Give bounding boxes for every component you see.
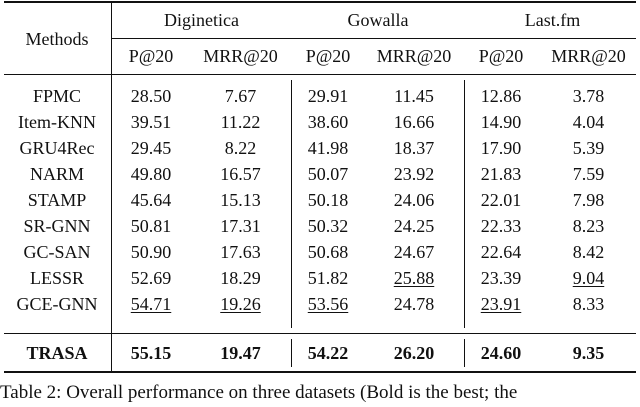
table-cell: 49.80 [130, 164, 172, 184]
table-cell: 8.33 [572, 294, 605, 314]
table-cell: 7.67 [224, 86, 257, 106]
method-name: NARM [29, 164, 84, 184]
table-cell: 55.15 [130, 343, 172, 363]
table-cell: 54.71 [130, 294, 172, 314]
table-cell: 24.25 [393, 216, 435, 236]
metric-header: P@20 [305, 46, 351, 66]
table-cell: 25.88 [393, 268, 435, 288]
group-divider-2 [464, 80, 465, 328]
group-divider-2b [464, 339, 465, 367]
header-rule [4, 74, 636, 75]
metric-header: P@20 [128, 46, 174, 66]
table-cell: 52.69 [130, 268, 172, 288]
dataset-header-gowalla: Gowalla [347, 10, 409, 30]
table-cell: 50.32 [307, 216, 349, 236]
table-cell: 7.98 [572, 190, 605, 210]
table-cell: 53.56 [307, 294, 349, 314]
table-cell: 50.90 [130, 242, 172, 262]
table-cell: 50.68 [307, 242, 349, 262]
table-cell: 39.51 [130, 112, 172, 132]
bottom-rule [4, 371, 636, 373]
table-cell: 29.91 [307, 86, 349, 106]
table-cell: 26.20 [393, 343, 435, 363]
table-cell: 29.45 [130, 138, 172, 158]
table-cell: 8.42 [572, 242, 605, 262]
metric-header: MRR@20 [376, 46, 452, 66]
table-cell: 11.22 [220, 112, 261, 132]
table-cell: 50.18 [307, 190, 349, 210]
table-cell: 5.39 [572, 138, 605, 158]
method-name: FPMC [32, 86, 82, 106]
summary-rule [4, 333, 636, 334]
table-cell: 17.63 [220, 242, 261, 262]
subheader-rule [112, 38, 636, 39]
table-cell: 24.78 [393, 294, 435, 314]
table-cell: 24.67 [393, 242, 435, 262]
table-cell: 23.91 [480, 294, 522, 314]
group-divider-1 [291, 80, 292, 328]
methods-divider [111, 1, 112, 373]
table-cell: 17.90 [480, 138, 522, 158]
table-cell: 50.07 [307, 164, 349, 184]
table-cell: 23.39 [480, 268, 522, 288]
methods-header: Methods [25, 29, 89, 49]
table-cell: 17.31 [220, 216, 261, 236]
table-cell: 28.50 [130, 86, 172, 106]
table-cell: 19.47 [220, 343, 261, 363]
dataset-header-lastfm: Last.fm [524, 10, 581, 30]
table-cell: 22.33 [480, 216, 522, 236]
metric-header: P@20 [478, 46, 524, 66]
dataset-header-diginetica: Diginetica [164, 10, 239, 30]
method-name: LESSR [29, 268, 85, 288]
table-cell: 8.22 [224, 138, 257, 158]
table-cell: 22.64 [480, 242, 522, 262]
method-name: GC-SAN [23, 242, 91, 262]
group-divider-1b [291, 339, 292, 367]
table-cell: 24.06 [393, 190, 435, 210]
table-cell: 54.22 [307, 343, 349, 363]
table-cell: 12.86 [480, 86, 522, 106]
method-name: Item-KNN [18, 112, 96, 132]
table-cell: 8.23 [572, 216, 605, 236]
table-cell: 11.45 [394, 86, 434, 106]
table-cell: 38.60 [307, 112, 349, 132]
table-cell: 3.78 [572, 86, 605, 106]
table-cell: 45.64 [130, 190, 172, 210]
table-cell: 16.57 [220, 164, 261, 184]
table-cell: 15.13 [220, 190, 261, 210]
table-cell: 16.66 [393, 112, 435, 132]
table-cell: 50.81 [130, 216, 172, 236]
table-cell: 18.29 [220, 268, 261, 288]
table-caption: Table 2: Overall performance on three da… [0, 382, 518, 403]
metric-header: MRR@20 [203, 46, 278, 66]
table-cell: 9.04 [572, 268, 605, 288]
metric-header: MRR@20 [551, 46, 626, 66]
method-name: STAMP [27, 190, 87, 210]
table-cell: 7.59 [572, 164, 605, 184]
table-cell: 23.92 [393, 164, 435, 184]
table-cell: 51.82 [307, 268, 349, 288]
table-cell: 19.26 [220, 294, 261, 314]
method-name: TRASA [26, 343, 88, 363]
table-cell: 4.04 [572, 112, 605, 132]
method-name: GRU4Rec [19, 138, 95, 158]
method-name: GCE-GNN [16, 294, 98, 314]
top-rule [4, 1, 636, 3]
method-name: SR-GNN [23, 216, 91, 236]
table-cell: 9.35 [572, 343, 605, 363]
table-cell: 18.37 [393, 138, 435, 158]
table-cell: 41.98 [307, 138, 349, 158]
table-cell: 21.83 [480, 164, 522, 184]
table-cell: 22.01 [480, 190, 522, 210]
table-cell: 24.60 [480, 343, 522, 363]
table-cell: 14.90 [480, 112, 522, 132]
